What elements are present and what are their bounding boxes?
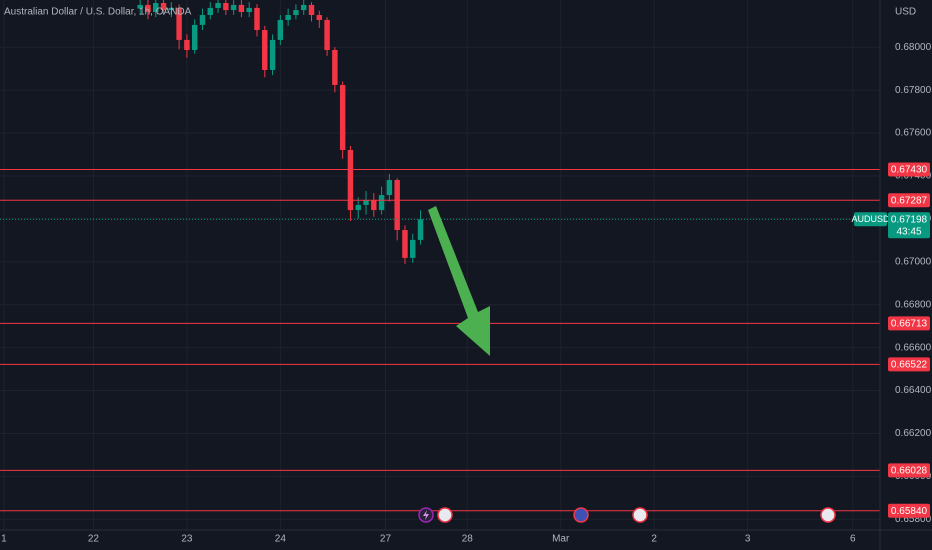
grid [0,0,880,530]
candle-body [339,84,346,150]
candle-body [168,7,175,11]
y-tick-label: 0.68000 [895,42,932,53]
symbol-tag [854,212,887,227]
candle-body [137,4,143,9]
candle-body [230,4,237,11]
level-tag [888,503,930,518]
candle-body [394,180,400,231]
candle-body [238,4,245,13]
down-arrow [428,206,490,356]
candle-body [386,180,393,196]
x-tick-label: 2 [651,534,657,545]
candle-body [207,7,213,16]
candle-body [160,3,167,11]
candle-body [417,219,424,240]
candle-body [191,24,198,50]
candle-body [184,39,190,50]
y-tick-label: 0.65800 [895,514,932,525]
candle-body [316,15,323,20]
level-tag [888,193,930,208]
candle-body [324,19,330,50]
x-tick-label: Mar [552,534,570,545]
y-tick-label: 0.66800 [895,299,932,310]
level-tag [888,316,930,331]
chart-title: Australian Dollar / U.S. Dollar, 1h, OAN… [4,7,192,18]
x-tick-label: 22 [88,534,100,545]
candles [137,0,424,264]
currency-label: USD [895,7,916,18]
x-tick-label: 27 [380,534,392,545]
level-tag [888,357,930,372]
candle-body [145,4,151,13]
price-tags: 0.67430 0.67287 0.66713 0.66522 0.66028 0.658… [851,162,930,518]
y-tick-label: 0.67000 [895,256,932,267]
candle-body [277,19,284,40]
candle-body [285,15,291,20]
countdown-label: 43:45 [896,226,921,237]
level-label: 0.66028 [891,465,928,476]
x-tick-label: 24 [275,534,287,545]
y-tick-label: 0.67600 [895,128,932,139]
event-icons [418,507,836,523]
candle-body [332,49,338,85]
level-label: 0.65840 [891,506,928,517]
candle-body [246,7,252,13]
event-icon [437,507,453,523]
level-tag [888,463,930,478]
candle-body [262,30,268,70]
candle-body [410,239,416,258]
candle-body [300,4,307,11]
candle-body [402,230,408,258]
candle-body [347,149,354,211]
y-tick-label: 0.66600 [895,342,932,353]
y-tick-label: 0.66200 [895,428,932,439]
candle-body [293,10,299,16]
candle-body [378,195,385,211]
y-tick-label: 0.67800 [895,85,932,96]
x-tick-label: 23 [181,534,193,545]
event-icon [423,510,429,520]
level-label: 0.67287 [891,195,928,206]
x-tick-label: 28 [462,534,474,545]
level-label: 0.67430 [891,165,928,176]
arrow [428,206,490,356]
candle-body [199,15,206,25]
x-tick-label: 1 [1,534,7,545]
candle-body [371,199,377,211]
candle-body [254,7,260,31]
x-tick-label: 3 [745,534,751,545]
candle-body [363,199,369,205]
candle-body [176,7,182,40]
candle-body [308,4,315,16]
candle-body [153,3,159,13]
event-icon [632,507,648,523]
candle-body [223,3,229,11]
event-icon [573,507,589,523]
candle-body [215,3,221,8]
event-icon [820,507,836,523]
x-tick-label: 6 [850,534,856,545]
price-tag [888,212,930,239]
y-tick-label: 0.66400 [895,385,932,396]
candle-body [355,204,361,211]
candle-body [269,39,276,70]
level-label: 0.66522 [891,359,928,370]
symbol-label: AUDUSD [851,214,890,224]
price-label: 0.67198 [891,214,928,225]
level-label: 0.66713 [891,319,928,330]
level-tag [888,162,930,177]
